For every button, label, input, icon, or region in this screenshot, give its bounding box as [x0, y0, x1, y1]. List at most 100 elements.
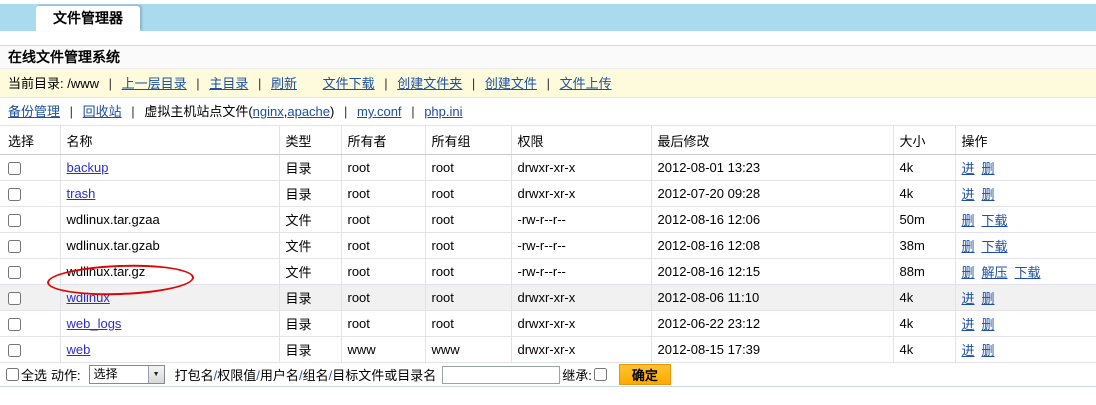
file-type: 目录 [279, 336, 342, 363]
file-name-link[interactable]: wdlinux [66, 290, 110, 305]
op-download-link[interactable]: 下载 [981, 213, 1008, 228]
col-type: 类型 [279, 125, 342, 155]
op-enter-link[interactable]: 进 [961, 317, 975, 332]
row-checkbox[interactable] [8, 318, 21, 332]
op-delete-link[interactable]: 删 [981, 161, 995, 176]
tools-nav-bar: 备份管理 | 回收站 | 虚拟主机站点文件(nginx,apache) | my… [0, 98, 1096, 125]
select-all-checkbox[interactable] [6, 368, 19, 381]
link-create-folder[interactable]: 创建文件夹 [397, 76, 463, 91]
file-perms: -rw-r--r-- [511, 258, 652, 285]
row-checkbox[interactable] [8, 162, 21, 176]
file-perms: drwxr-xr-x [511, 336, 652, 363]
op-enter-link[interactable]: 进 [961, 187, 975, 202]
file-name-text-circled: wdlinux.tar.gz [66, 264, 146, 279]
op-download-link[interactable]: 下载 [981, 239, 1008, 254]
link-apache-conf[interactable]: apache [287, 104, 331, 119]
row-checkbox[interactable] [8, 344, 21, 358]
file-size: 88m [893, 258, 956, 285]
file-modified: 2012-08-16 12:15 [651, 258, 894, 285]
file-name-link[interactable]: web [66, 342, 91, 357]
tab-file-manager[interactable]: 文件管理器 [36, 6, 140, 31]
link-refresh[interactable]: 刷新 [270, 76, 297, 91]
file-type: 目录 [279, 310, 342, 337]
file-row-gzaa: wdlinux.tar.gzaa 文件 root root -rw-r--r--… [0, 206, 1096, 233]
separator: | [546, 76, 550, 91]
file-owner: root [341, 154, 426, 181]
target-part: 打包名 [174, 368, 214, 383]
file-name-link[interactable]: web_logs [66, 316, 122, 331]
target-name-label: 打包名/权限值/用户名/组名/目标文件或目录名 [175, 365, 437, 384]
op-download-link[interactable]: 下载 [1014, 265, 1041, 280]
op-delete-link[interactable]: 删 [981, 343, 995, 358]
link-nginx-conf[interactable]: nginx [252, 104, 284, 119]
op-delete-link[interactable]: 删 [961, 265, 975, 280]
link-recycle-bin[interactable]: 回收站 [82, 104, 122, 119]
file-owner: root [341, 206, 426, 233]
file-group: www [425, 336, 512, 363]
link-parent-dir[interactable]: 上一层目录 [121, 76, 187, 91]
link-my-conf[interactable]: my.conf [357, 104, 402, 119]
file-name-link[interactable]: trash [66, 186, 96, 201]
slash-separator: / [328, 368, 333, 383]
link-create-file[interactable]: 创建文件 [484, 76, 537, 91]
file-size: 38m [893, 232, 956, 259]
target-part: 权限值 [217, 368, 257, 383]
file-modified: 2012-08-15 17:39 [651, 336, 894, 363]
file-size: 4k [893, 310, 956, 337]
confirm-button[interactable]: 确定 [618, 364, 671, 385]
link-file-download[interactable]: 文件下载 [322, 76, 375, 91]
file-table: 选择 名称 类型 所有者 所有组 权限 最后修改 大小 操作 backup 目录… [0, 125, 1096, 363]
col-group: 所有组 [425, 125, 512, 155]
row-checkbox[interactable] [8, 240, 21, 254]
file-group: root [425, 284, 512, 311]
select-all-label: 全选 [21, 368, 48, 383]
action-select[interactable]: 选择 ▼ [88, 365, 165, 384]
col-modified: 最后修改 [651, 125, 894, 155]
op-delete-link[interactable]: 删 [981, 291, 995, 306]
file-group: root [425, 180, 512, 207]
top-tab-bar: 文件管理器 [0, 4, 1096, 31]
separator: | [471, 76, 476, 91]
row-checkbox[interactable] [8, 266, 21, 280]
op-enter-link[interactable]: 进 [961, 161, 975, 176]
op-extract-link[interactable]: 解压 [981, 265, 1008, 280]
file-group: root [425, 154, 512, 181]
file-size: 50m [893, 206, 956, 233]
separator: | [196, 76, 200, 91]
file-row-targz-circled: wdlinux.tar.gz 文件 root root -rw-r--r-- 2… [0, 258, 1096, 285]
separator: | [411, 104, 415, 119]
target-name-input[interactable] [442, 365, 561, 384]
file-name-link[interactable]: backup [66, 160, 109, 175]
col-ops: 操作 [955, 125, 1096, 155]
vhost-files-label: 虚拟主机站点文件( [144, 104, 253, 119]
op-delete-link[interactable]: 删 [981, 187, 995, 202]
op-delete-link[interactable]: 删 [961, 239, 975, 254]
file-row-wdlinux: wdlinux 目录 root root drwxr-xr-x 2012-08-… [0, 284, 1096, 311]
link-file-upload[interactable]: 文件上传 [559, 76, 612, 91]
file-modified: 2012-06-22 23:12 [651, 310, 894, 337]
vhost-suffix: ) [330, 104, 335, 119]
link-home-dir[interactable]: 主目录 [209, 76, 249, 91]
file-owner: root [341, 284, 426, 311]
file-modified: 2012-08-16 12:06 [651, 206, 894, 233]
op-enter-link[interactable]: 进 [961, 343, 975, 358]
row-checkbox[interactable] [8, 214, 21, 228]
link-php-ini[interactable]: php.ini [424, 104, 463, 119]
separator: | [69, 104, 74, 119]
row-checkbox[interactable] [8, 292, 21, 306]
file-owner: root [341, 180, 426, 207]
file-size: 4k [893, 284, 956, 311]
current-dir-label: 当前目录: /www [8, 76, 100, 91]
inherit-checkbox[interactable] [593, 368, 607, 381]
row-checkbox[interactable] [8, 188, 21, 202]
link-backup-manage[interactable]: 备份管理 [8, 104, 61, 119]
file-row-web: web 目录 www www drwxr-xr-x 2012-08-15 17:… [0, 336, 1096, 363]
op-delete-link[interactable]: 删 [961, 213, 975, 228]
file-size: 4k [893, 336, 956, 363]
op-enter-link[interactable]: 进 [961, 291, 975, 306]
op-delete-link[interactable]: 删 [981, 317, 995, 332]
file-owner: root [341, 310, 426, 337]
chevron-down-icon[interactable]: ▼ [147, 366, 164, 383]
file-owner: root [341, 258, 426, 285]
separator: | [108, 76, 113, 91]
